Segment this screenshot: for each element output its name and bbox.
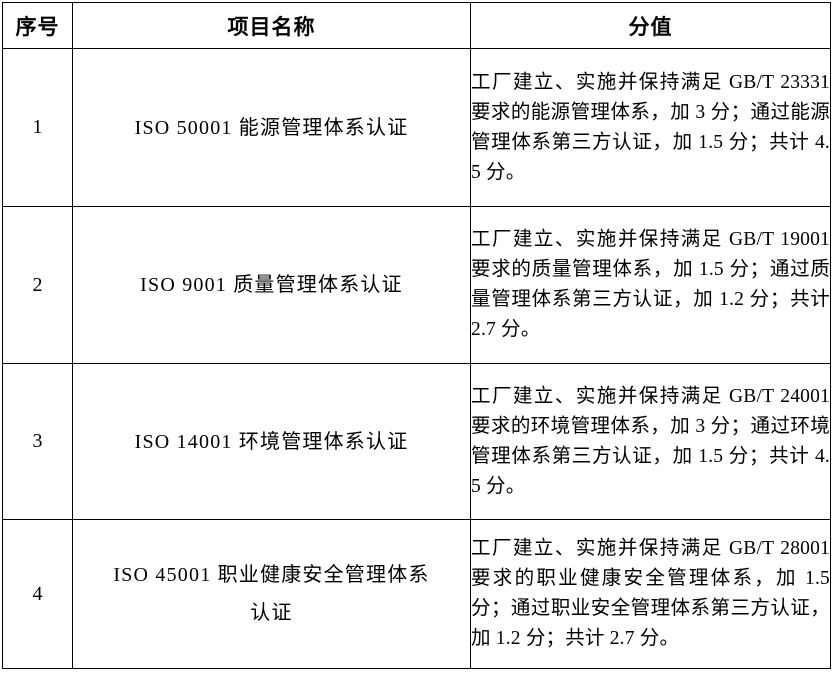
row-score-description: 工厂建立、实施并保持满足 GB/T 19001 要求的质量管理体系，加 1.5 … <box>471 229 830 340</box>
row-sequence-number: 3 <box>2 363 73 520</box>
table-row: 3 ISO 14001 环境管理体系认证 工厂建立、实施并保持满足 GB/T 2… <box>2 363 831 520</box>
table-header: 序号 项目名称 分值 <box>2 2 831 49</box>
row-score-cell: 工厂建立、实施并保持满足 GB/T 23331 要求的能源管理体系，加 3 分；… <box>470 48 831 207</box>
row-score-cell: 工厂建立、实施并保持满足 GB/T 28001 要求的职业健康安全管理体系，加 … <box>470 519 831 669</box>
row-project-name: ISO 14001 环境管理体系认证 <box>134 430 409 453</box>
row-score-description: 工厂建立、实施并保持满足 GB/T 24001 要求的环境管理体系，加 3 分；… <box>471 385 830 497</box>
header-score: 分值 <box>470 2 831 49</box>
row-sequence-number: 1 <box>2 48 73 207</box>
row-sequence-number: 4 <box>2 519 73 669</box>
header-sequence: 序号 <box>2 2 73 49</box>
row-project-name-continued: 认证 <box>250 602 293 624</box>
table-body: 1 ISO 50001 能源管理体系认证 工厂建立、实施并保持满足 GB/T 2… <box>2 48 831 669</box>
row-project-name-cell: ISO 50001 能源管理体系认证 <box>72 48 471 207</box>
row-score-description: 工厂建立、实施并保持满足 GB/T 28001 要求的职业健康安全管理体系，加 … <box>471 538 830 649</box>
table-row: 4 ISO 45001 职业健康安全管理体系 认证 工厂建立、实施并保持满足 G… <box>2 519 831 669</box>
row-project-name-cell: ISO 9001 质量管理体系认证 <box>72 206 471 364</box>
row-score-cell: 工厂建立、实施并保持满足 GB/T 19001 要求的质量管理体系，加 1.5 … <box>470 206 831 364</box>
table-row: 1 ISO 50001 能源管理体系认证 工厂建立、实施并保持满足 GB/T 2… <box>2 48 831 207</box>
row-project-name: ISO 45001 职业健康安全管理体系 <box>113 564 430 586</box>
row-sequence-number: 2 <box>2 206 73 364</box>
row-score-description: 工厂建立、实施并保持满足 GB/T 23331 要求的能源管理体系，加 3 分；… <box>471 71 830 183</box>
row-project-name: ISO 9001 质量管理体系认证 <box>140 274 403 296</box>
row-project-name-cell: ISO 14001 环境管理体系认证 <box>72 363 471 520</box>
row-project-name-cell: ISO 45001 职业健康安全管理体系 认证 <box>72 519 471 669</box>
row-score-cell: 工厂建立、实施并保持满足 GB/T 24001 要求的环境管理体系，加 3 分；… <box>470 363 831 520</box>
row-project-name: ISO 50001 能源管理体系认证 <box>134 116 409 139</box>
header-project-name: 项目名称 <box>72 2 471 49</box>
table-header-row: 序号 项目名称 分值 <box>2 2 831 49</box>
table-row: 2 ISO 9001 质量管理体系认证 工厂建立、实施并保持满足 GB/T 19… <box>2 206 831 364</box>
